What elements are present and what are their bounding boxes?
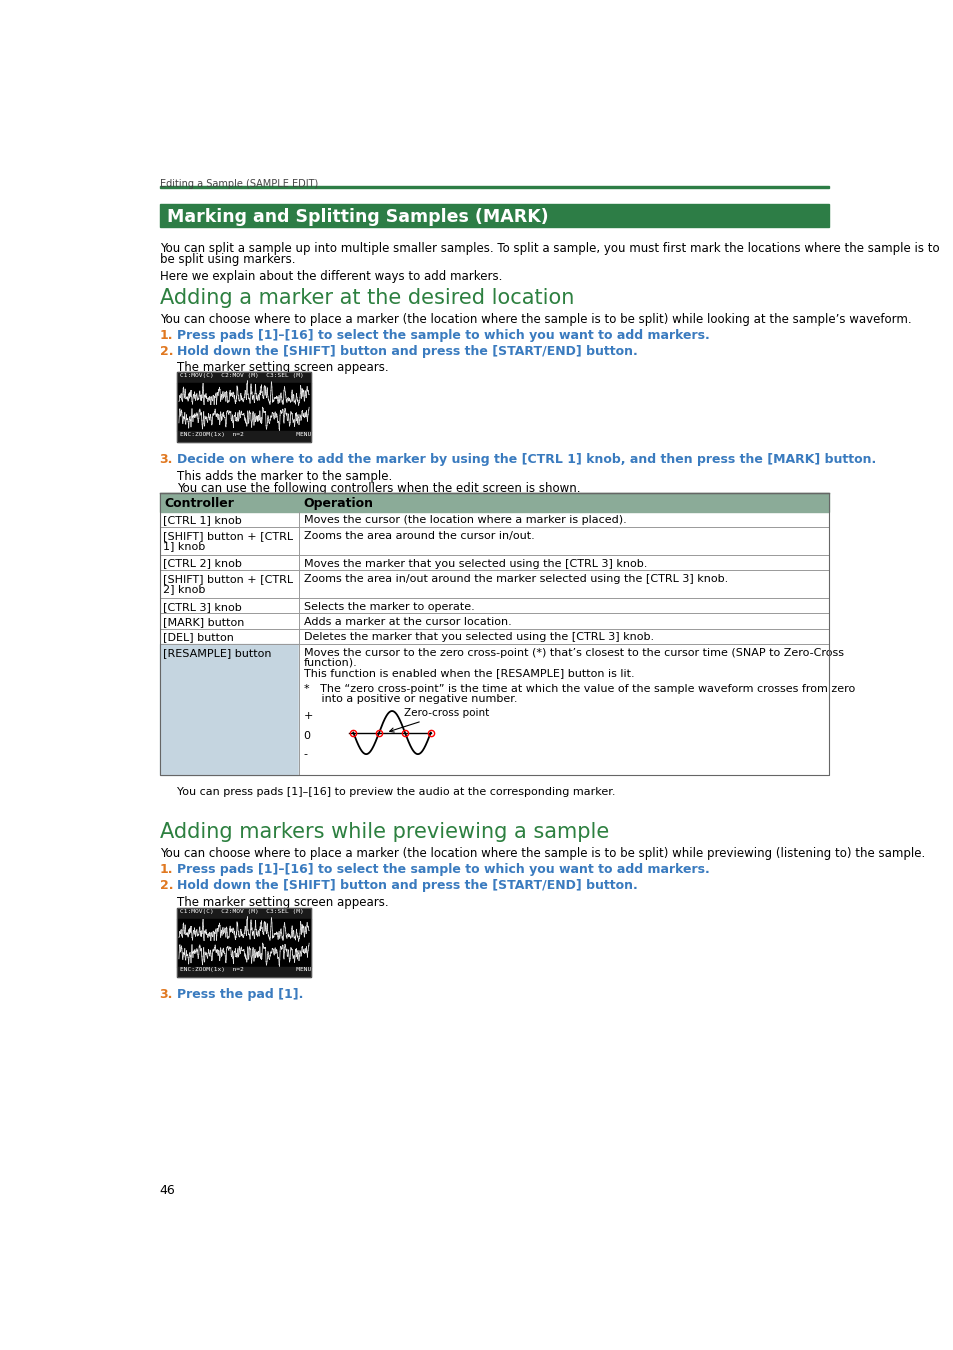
Text: 2] knob: 2] knob	[163, 585, 206, 594]
Text: [DEL] button: [DEL] button	[163, 632, 234, 643]
Bar	[159, 493, 828, 512]
Text: be split using markers.: be split using markers.	[159, 252, 294, 266]
Bar	[159, 613, 828, 629]
Text: [SHIFT] button + [CTRL: [SHIFT] button + [CTRL	[163, 574, 294, 585]
Bar	[159, 526, 828, 555]
Text: 1.: 1.	[159, 863, 172, 876]
Text: You can choose where to place a marker (the location where the sample is to be s: You can choose where to place a marker (…	[159, 848, 923, 860]
Bar	[159, 186, 828, 188]
Bar	[298, 644, 828, 775]
Text: Here we explain about the different ways to add markers.: Here we explain about the different ways…	[159, 270, 501, 282]
Text: function).: function).	[303, 657, 357, 668]
Text: 0: 0	[303, 732, 311, 741]
Text: -: -	[303, 749, 308, 760]
Text: Hold down the [SHIFT] button and press the [START/END] button.: Hold down the [SHIFT] button and press t…	[176, 879, 637, 892]
Text: You can choose where to place a marker (the location where the sample is to be s: You can choose where to place a marker (…	[159, 313, 910, 325]
Bar	[177, 919, 311, 967]
Text: [CTRL 2] knob: [CTRL 2] knob	[163, 559, 242, 568]
Text: 2.: 2.	[159, 346, 172, 358]
Text: Selects the marker to operate.: Selects the marker to operate.	[303, 602, 474, 612]
Bar	[177, 909, 311, 977]
Text: You can press pads [1]–[16] to preview the audio at the corresponding marker.: You can press pads [1]–[16] to preview t…	[177, 787, 616, 798]
Text: 46: 46	[159, 1184, 175, 1197]
Text: Press pads [1]–[16] to select the sample to which you want to add markers.: Press pads [1]–[16] to select the sample…	[176, 863, 709, 876]
Text: Moves the marker that you selected using the [CTRL 3] knob.: Moves the marker that you selected using…	[303, 559, 646, 568]
Text: [MARK] button: [MARK] button	[163, 617, 245, 626]
Text: Marking and Splitting Samples (MARK): Marking and Splitting Samples (MARK)	[167, 208, 548, 227]
Bar	[159, 570, 828, 598]
Bar	[159, 629, 828, 644]
Bar	[177, 967, 311, 977]
Text: into a positive or negative number.: into a positive or negative number.	[303, 694, 517, 705]
Text: 3.: 3.	[159, 988, 172, 1002]
Bar	[159, 555, 828, 570]
Text: ENC:ZOOM(1x)  n=2              MENU: ENC:ZOOM(1x) n=2 MENU	[179, 968, 311, 972]
Text: Adding markers while previewing a sample: Adding markers while previewing a sample	[159, 822, 608, 842]
Text: Deletes the marker that you selected using the [CTRL 3] knob.: Deletes the marker that you selected usi…	[303, 632, 653, 643]
Text: This function is enabled when the [RESAMPLE] button is lit.: This function is enabled when the [RESAM…	[303, 668, 634, 678]
Bar	[159, 493, 828, 775]
Text: C1:MOV(C)  C2:MOV (M)  C3:SEL (M): C1:MOV(C) C2:MOV (M) C3:SEL (M)	[179, 909, 303, 914]
Text: Adds a marker at the cursor location.: Adds a marker at the cursor location.	[303, 617, 511, 626]
Text: 2.: 2.	[159, 879, 172, 892]
Text: Press pads [1]–[16] to select the sample to which you want to add markers.: Press pads [1]–[16] to select the sample…	[176, 329, 709, 342]
Text: 3.: 3.	[159, 454, 172, 466]
Text: +: +	[303, 711, 313, 721]
Text: Zero-cross point: Zero-cross point	[389, 709, 488, 732]
Text: 1] knob: 1] knob	[163, 541, 206, 551]
Text: Controller: Controller	[164, 497, 233, 510]
Text: This adds the marker to the sample.: This adds the marker to the sample.	[177, 470, 393, 483]
Bar	[177, 383, 311, 431]
Text: Adding a marker at the desired location: Adding a marker at the desired location	[159, 288, 574, 308]
Text: Zooms the area around the cursor in/out.: Zooms the area around the cursor in/out.	[303, 531, 534, 541]
Text: 1.: 1.	[159, 329, 172, 342]
Text: Press the pad [1].: Press the pad [1].	[176, 988, 303, 1002]
Text: Decide on where to add the marker by using the [CTRL 1] knob, and then press the: Decide on where to add the marker by usi…	[176, 454, 875, 466]
Text: Hold down the [SHIFT] button and press the [START/END] button.: Hold down the [SHIFT] button and press t…	[176, 346, 637, 358]
Text: The marker setting screen appears.: The marker setting screen appears.	[177, 896, 389, 909]
Bar	[177, 431, 311, 441]
Bar	[177, 373, 311, 441]
Bar	[177, 909, 311, 919]
Text: *   The “zero cross-point” is the time at which the value of the sample waveform: * The “zero cross-point” is the time at …	[303, 684, 854, 694]
Bar	[177, 373, 311, 383]
Text: [RESAMPLE] button: [RESAMPLE] button	[163, 648, 272, 657]
Text: Operation: Operation	[303, 497, 374, 510]
Text: [SHIFT] button + [CTRL: [SHIFT] button + [CTRL	[163, 531, 294, 541]
Text: You can use the following controllers when the edit screen is shown.: You can use the following controllers wh…	[177, 482, 580, 494]
Bar	[159, 644, 298, 775]
Text: ENC:ZOOM(1x)  n=2              MENU: ENC:ZOOM(1x) n=2 MENU	[179, 432, 311, 436]
Bar	[159, 204, 828, 227]
Text: Zooms the area in/out around the marker selected using the [CTRL 3] knob.: Zooms the area in/out around the marker …	[303, 574, 727, 585]
Text: Editing a Sample (SAMPLE EDIT): Editing a Sample (SAMPLE EDIT)	[159, 180, 317, 189]
Text: Moves the cursor (the location where a marker is placed).: Moves the cursor (the location where a m…	[303, 516, 626, 525]
Text: C1:MOV(C)  C2:MOV (M)  C3:SEL (M): C1:MOV(C) C2:MOV (M) C3:SEL (M)	[179, 373, 303, 378]
Bar	[159, 512, 828, 526]
Text: Moves the cursor to the zero cross-point (*) that’s closest to the cursor time (: Moves the cursor to the zero cross-point…	[303, 648, 842, 657]
Text: You can split a sample up into multiple smaller samples. To split a sample, you : You can split a sample up into multiple …	[159, 242, 938, 255]
Bar	[159, 598, 828, 613]
Text: The marker setting screen appears.: The marker setting screen appears.	[177, 362, 389, 374]
Text: [CTRL 1] knob: [CTRL 1] knob	[163, 516, 242, 525]
Text: [CTRL 3] knob: [CTRL 3] knob	[163, 602, 242, 612]
